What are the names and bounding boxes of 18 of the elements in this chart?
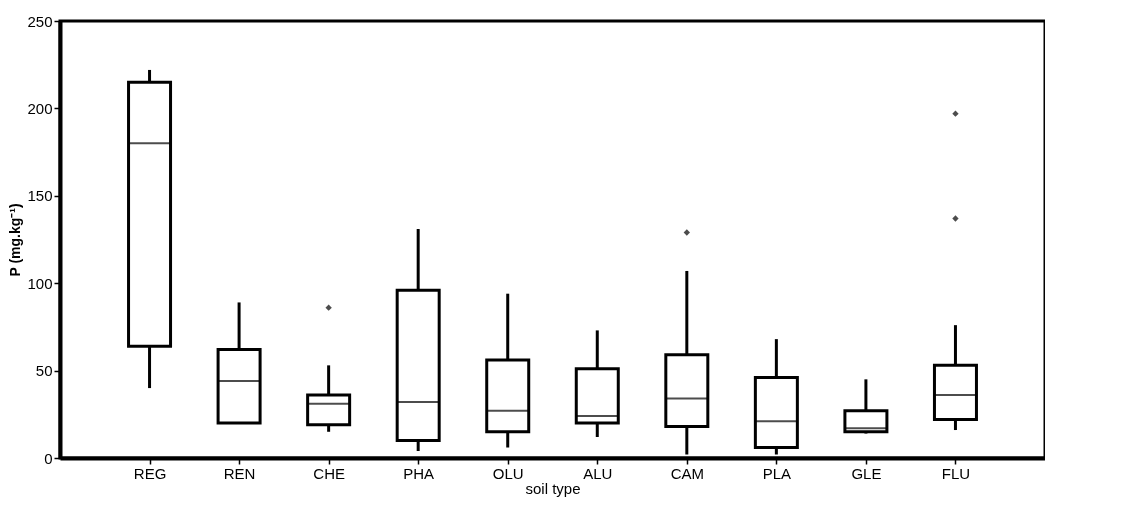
x-tick-label: CHE xyxy=(313,464,345,482)
y-tick-label: 200 xyxy=(27,99,53,117)
x-tick-label: FLU xyxy=(941,464,971,482)
y-tick-label: 250 xyxy=(27,12,53,30)
y-tick-label: 50 xyxy=(35,362,53,380)
x-tick-label: REG xyxy=(133,464,167,482)
x-tick-label: PHA xyxy=(403,464,435,482)
x-tick-label: CAM xyxy=(670,464,704,482)
y-tick-label: 100 xyxy=(27,274,53,292)
x-axis-title: soil type xyxy=(525,479,581,497)
y-tick-label: 150 xyxy=(27,187,53,205)
x-tick-label: PLA xyxy=(762,464,792,482)
y-tick-label: 0 xyxy=(44,449,53,467)
y-axis-title: P (mg.kg⁻¹) xyxy=(7,203,24,277)
x-tick-label: OLU xyxy=(492,464,524,482)
x-tick-label: GLE xyxy=(851,464,882,482)
x-tick-label: ALU xyxy=(583,464,613,482)
x-tick-label: REN xyxy=(223,464,256,482)
